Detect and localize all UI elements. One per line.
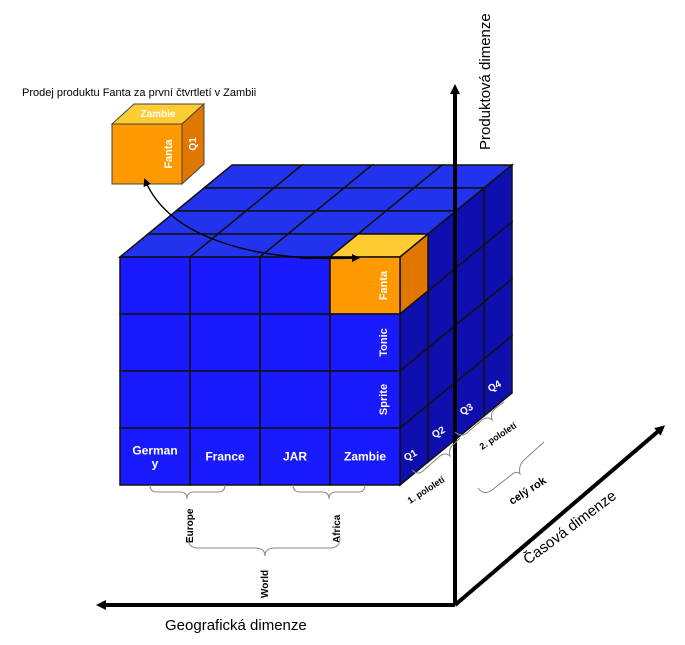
data-cube: German y France JAR ZambieFantaTonicSpriteQ1… [117,163,515,487]
country-label: German y [132,444,177,471]
cube-front-face [119,256,191,315]
africa-label: Africa [332,514,343,543]
cube-front-face [189,256,261,315]
country-label: JAR [283,450,307,464]
half1-brace [411,437,461,474]
time-axis-label: Časová dimenze [520,487,619,568]
half2-label: 2. pololetí [478,420,519,452]
product-label: Fanta [378,270,390,300]
cube-front-face [259,313,331,372]
time-axis [453,425,666,607]
product-label: Sprite [378,384,390,415]
cube-front-face [189,313,261,372]
detail-cube-side-label: Q1 [188,137,199,151]
cube-front-face [329,427,401,486]
year-label: celý rok [507,474,549,507]
world-label: World [260,570,271,598]
caption: Prodej produktu Fanta za první čtvrtletí… [22,87,256,99]
cube-front-face [259,370,331,429]
cube-front-face [259,256,331,315]
country-label: Zambie [344,450,386,464]
product-label: Tonic [378,328,390,357]
cube-front-face [119,313,191,372]
detail-cube-top-label: Zambie [140,109,175,120]
europe-label: Europe [185,508,196,543]
country-label: France [205,450,245,464]
detail-cube-front-label: Fanta [163,138,175,168]
year-brace [477,441,545,494]
cube-front-face [119,370,191,429]
product-axis-label: Produktová dimenze [477,13,494,150]
half1-label: 1. pololetí [406,474,447,506]
detail-cube-side [181,102,205,186]
half2-brace [454,401,505,436]
europe-brace [149,484,226,500]
detail-cube: Zambie Fanta Q1 [110,102,206,186]
world-brace [187,537,341,557]
africa-brace [292,484,366,500]
geo-axis-label: Geografická dimenze [165,617,307,634]
cube-front-face [189,370,261,429]
